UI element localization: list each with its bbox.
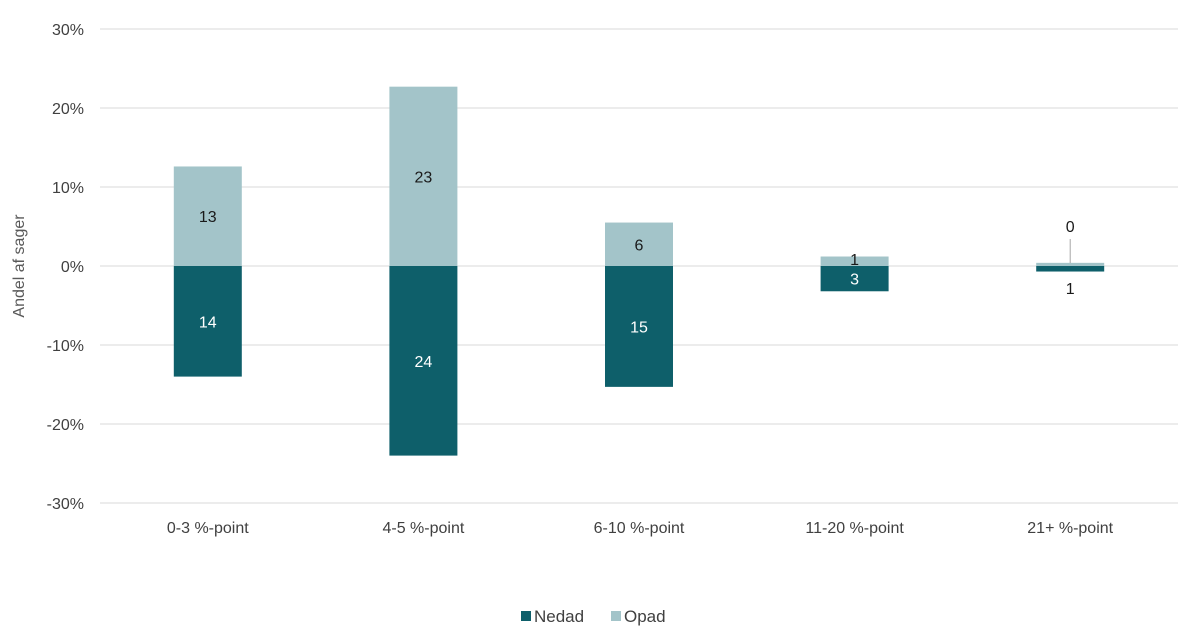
bar-nedad (1036, 266, 1105, 272)
legend-swatch-opad (611, 611, 621, 621)
data-label-nedad: 24 (415, 354, 433, 371)
bar-opad (1036, 262, 1105, 266)
data-label-opad: 6 (635, 237, 644, 254)
x-tick-label: 21+ %-point (1027, 520, 1113, 537)
data-label-opad: 13 (199, 209, 217, 226)
legend: Nedad Opad (521, 607, 666, 626)
y-tick-label: -10% (47, 338, 84, 355)
data-label-opad: 1 (850, 252, 859, 269)
bar-opad (173, 166, 242, 266)
x-tick-label: 6-10 %-point (594, 520, 685, 537)
y-tick-label: -30% (47, 496, 84, 513)
bars: 14 13 24 23 15 6 3 1 1 0 (173, 86, 1105, 456)
bar-opad (820, 256, 889, 266)
data-label-nedad: 15 (630, 319, 648, 336)
bar-nedad (605, 266, 673, 387)
x-tick-label: 0-3 %-point (167, 520, 249, 537)
data-label-opad: 23 (415, 169, 433, 186)
x-axis-ticks: 0-3 %-point 4-5 %-point 6-10 %-point 11-20 … (167, 520, 1114, 537)
bar-opad (389, 86, 458, 266)
bar-nedad (173, 266, 242, 377)
y-tick-label: 20% (52, 101, 84, 118)
legend-label-nedad: Nedad (534, 607, 584, 626)
y-axis-ticks: 30% 20% 10% 0% -10% -20% -30% (47, 22, 84, 513)
y-tick-label: 10% (52, 180, 84, 197)
data-label-nedad: 1 (1066, 281, 1075, 298)
bar-nedad (820, 266, 889, 292)
x-tick-label: 11-20 %-point (805, 520, 904, 537)
bar-opad (605, 222, 673, 266)
y-tick-label: 0% (61, 259, 84, 276)
y-tick-label: 30% (52, 22, 84, 39)
data-label-nedad: 14 (199, 314, 217, 331)
bar-nedad (389, 266, 458, 456)
data-label-nedad: 3 (850, 272, 859, 289)
legend-swatch-nedad (521, 611, 531, 621)
x-tick-label: 4-5 %-point (382, 520, 464, 537)
y-axis-label: Andel af sager (11, 214, 28, 318)
legend-label-opad: Opad (624, 607, 666, 626)
y-tick-label: -20% (47, 417, 84, 434)
data-label-opad: 0 (1066, 219, 1075, 236)
